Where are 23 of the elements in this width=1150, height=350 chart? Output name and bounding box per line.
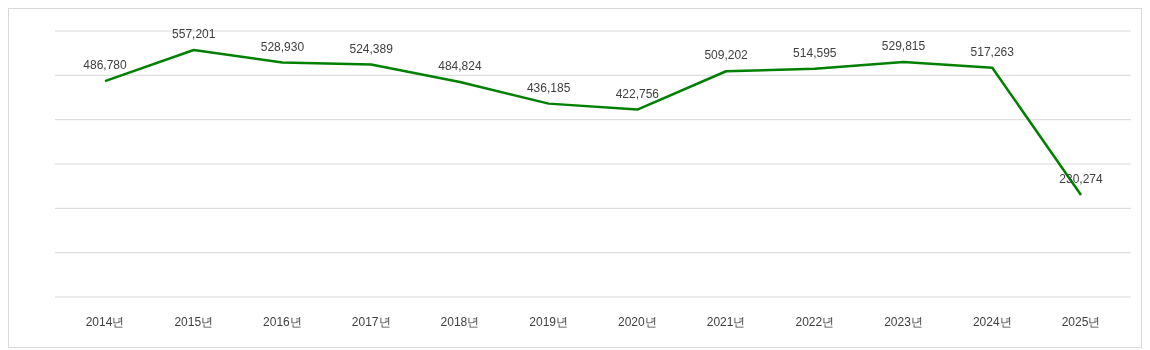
x-tick-label: 2014년 (85, 314, 125, 329)
data-label: 529,815 (881, 39, 926, 54)
data-label: 422,756 (615, 86, 660, 101)
x-tick-label: 2020년 (618, 314, 657, 329)
data-label: 517,263 (970, 44, 1015, 59)
x-tick-label: 2016년 (263, 314, 302, 329)
data-label: 514,595 (793, 45, 837, 60)
x-tick-label: 2015년 (174, 314, 214, 329)
data-label: 436,185 (526, 80, 571, 95)
data-label: 486,780 (83, 58, 128, 73)
x-tick-label: 2021년 (706, 314, 746, 329)
x-tick-label: 2025년 (1061, 314, 1101, 329)
data-label: 524,389 (349, 41, 394, 56)
x-tick-label: 2022년 (795, 314, 835, 329)
x-tick-label: 2023년 (884, 314, 923, 329)
x-tick-label: 2019년 (529, 314, 568, 329)
data-label: 509,202 (704, 48, 749, 63)
x-tick-label: 2018년 (440, 314, 480, 329)
x-tick-label: 2017년 (351, 314, 391, 329)
data-label: 484,824 (438, 59, 482, 74)
x-tick-label: 2024년 (972, 314, 1012, 329)
data-label: 557,201 (172, 26, 216, 41)
data-label: 528,930 (260, 39, 305, 54)
